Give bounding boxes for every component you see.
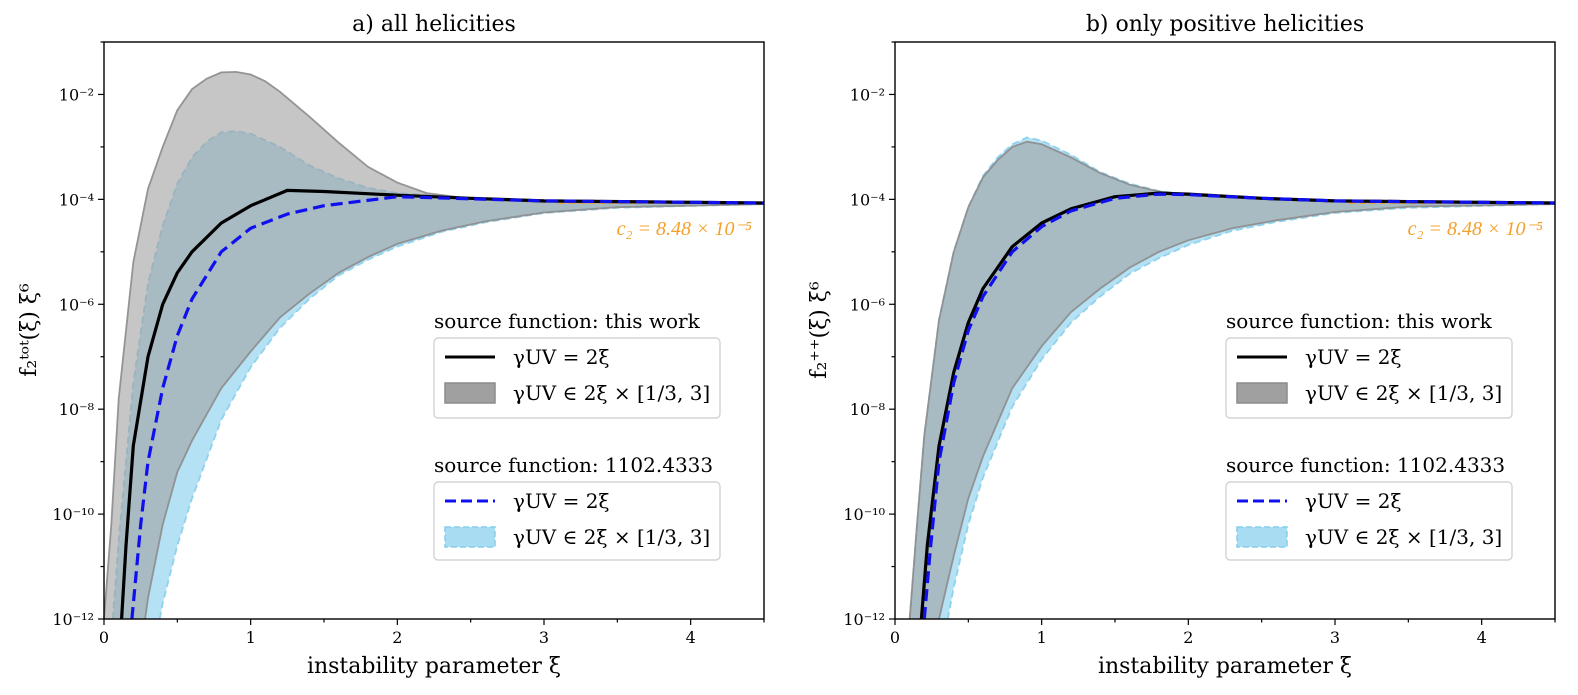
panel-a-x-ticks: 0 1 2 3 4 bbox=[99, 619, 765, 647]
panel-a-legend-title-2: source function: 1102.4333 bbox=[434, 453, 713, 477]
panel-a-c2-annotation: c₂ = 8.48 × 10⁻⁵ bbox=[617, 218, 752, 240]
panel-b-y-axis-label: f₂⁺⁺(ξ) ξ⁶ bbox=[807, 281, 832, 379]
panel-1-x-tick-label: 1 bbox=[1037, 628, 1047, 647]
panel-b-legend-box-2 bbox=[1225, 481, 1513, 561]
panel-0-x-tick-label: 1 bbox=[246, 628, 256, 647]
panel-0-x-tick-label: 3 bbox=[539, 628, 549, 647]
panel-0-y-tick-label: 10⁻⁴ bbox=[59, 190, 94, 209]
panel-1-gray-band-lower-edge bbox=[938, 203, 1556, 620]
panel-b-c2-annotation: c₂ = 8.48 × 10⁻⁵ bbox=[1408, 218, 1543, 240]
panel-b-x-axis-label: instability parameter ξ bbox=[1098, 654, 1352, 679]
panel-a-legend-swatch-gray-band bbox=[444, 382, 496, 404]
panel-0-y-tick-label: 10⁻¹² bbox=[52, 610, 94, 629]
panel-0-x-tick-label: 0 bbox=[99, 628, 109, 647]
panel-b-legend: source function: this work γUV = 2ξ γUV … bbox=[1225, 309, 1513, 561]
panel-a-legend-box-1 bbox=[433, 337, 721, 419]
panel-b-title: b) only positive helicities bbox=[1086, 12, 1364, 37]
panel-1-y-tick-label: 10⁻² bbox=[850, 85, 885, 104]
panel-b-legend-swatch-sky-band bbox=[1236, 526, 1288, 548]
panel-1-gray-band-fill bbox=[909, 141, 1555, 619]
panel-1-y-tick-label: 10⁻¹⁰ bbox=[843, 505, 885, 524]
panel-1-x-tick-label: 0 bbox=[890, 628, 900, 647]
panel-0-x-tick-label: 4 bbox=[686, 628, 696, 647]
panel-a: a) all helicities 0 1 2 3 4 10⁻² 10⁻⁴ 10⁻⁶ 10⁻⁸… bbox=[17, 12, 765, 679]
panel-1-y-tick-label: 10⁻⁶ bbox=[850, 295, 885, 314]
panel-a-frame bbox=[103, 41, 765, 620]
panel-0-gray-band-fill bbox=[104, 71, 764, 619]
panel-b-legend-entry-1a: γUV = 2ξ bbox=[1305, 345, 1401, 369]
panel-0-gray-band-lower-edge bbox=[144, 203, 765, 620]
panel-1-y-tick-label: 10⁻⁸ bbox=[850, 400, 885, 419]
panel-0-y-tick-label: 10⁻¹⁰ bbox=[52, 505, 94, 524]
panel-0-y-tick-label: 10⁻⁸ bbox=[59, 400, 94, 419]
panel-b-frame bbox=[894, 41, 1556, 620]
panel-a-legend-swatch-sky-band bbox=[444, 526, 496, 548]
panel-a-y-ticks: 10⁻² 10⁻⁴ 10⁻⁶ 10⁻⁸ 10⁻¹⁰ 10⁻¹² bbox=[52, 41, 104, 629]
panel-1-sky-band-lower-edge bbox=[946, 203, 1556, 620]
panel-b-y-ticks: 10⁻² 10⁻⁴ 10⁻⁶ 10⁻⁸ 10⁻¹⁰ 10⁻¹² bbox=[843, 41, 895, 629]
panel-a-legend-box-2 bbox=[433, 481, 721, 561]
panel-b-legend-box-1 bbox=[1225, 337, 1513, 419]
panel-b-legend-entry-2b: γUV ∈ 2ξ × [1/3, 3] bbox=[1305, 525, 1502, 549]
panel-b-x-ticks: 0 1 2 3 4 bbox=[890, 619, 1556, 647]
panel-0-x-tick-label: 2 bbox=[392, 628, 402, 647]
panel-a-lines bbox=[120, 188, 765, 620]
panel-a-title: a) all helicities bbox=[352, 12, 516, 37]
panel-1-x-tick-label: 3 bbox=[1330, 628, 1340, 647]
panel-0-series-1102-4333 bbox=[130, 195, 765, 620]
panel-a-x-axis-label: instability parameter ξ bbox=[307, 654, 561, 679]
panel-a-legend-title-1: source function: this work bbox=[434, 309, 701, 333]
panel-0-y-tick-label: 10⁻² bbox=[59, 85, 94, 104]
panel-a-legend-entry-2a: γUV = 2ξ bbox=[513, 489, 609, 513]
panel-b-legend-title-2: source function: 1102.4333 bbox=[1226, 453, 1505, 477]
panel-0-gray-band-upper-edge bbox=[103, 70, 765, 620]
panel-b-legend-swatch-gray-band bbox=[1236, 382, 1288, 404]
panel-a-legend-entry-1b: γUV ∈ 2ξ × [1/3, 3] bbox=[513, 381, 710, 405]
panel-a-legend-entry-1a: γUV = 2ξ bbox=[513, 345, 609, 369]
panel-1-x-tick-label: 2 bbox=[1183, 628, 1193, 647]
panel-b-legend-title-1: source function: this work bbox=[1226, 309, 1493, 333]
panel-1-y-tick-label: 10⁻⁴ bbox=[850, 190, 885, 209]
panel-a-bands bbox=[103, 70, 765, 620]
panel-b-lines bbox=[919, 191, 1556, 620]
panel-1-x-tick-label: 4 bbox=[1477, 628, 1487, 647]
panel-1-y-tick-label: 10⁻¹² bbox=[843, 610, 885, 629]
panel-0-y-tick-label: 10⁻⁶ bbox=[59, 295, 94, 314]
panel-b-legend-entry-2a: γUV = 2ξ bbox=[1305, 489, 1401, 513]
panel-1-series-1102-4333 bbox=[922, 192, 1556, 620]
panel-b-legend-entry-1b: γUV ∈ 2ξ × [1/3, 3] bbox=[1305, 381, 1502, 405]
panel-a-legend-entry-2b: γUV ∈ 2ξ × [1/3, 3] bbox=[513, 525, 710, 549]
panel-a-legend: source function: this work γUV = 2ξ γUV … bbox=[433, 309, 721, 561]
panel-a-y-axis-label: f₂ᵗᵒᵗ(ξ) ξ⁶ bbox=[17, 283, 42, 377]
